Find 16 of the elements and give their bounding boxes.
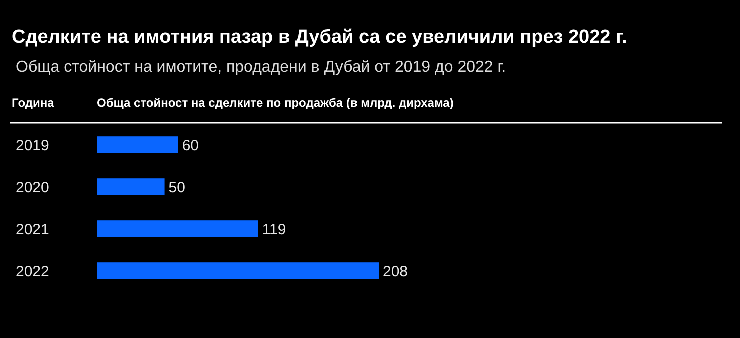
y-tick-label: 2020 bbox=[16, 179, 50, 196]
y-tick-label: 2019 bbox=[16, 137, 50, 154]
y-axis-title: Година bbox=[12, 96, 55, 110]
data-label: 50 bbox=[168, 179, 186, 196]
bar bbox=[97, 262, 379, 280]
data-label: 60 bbox=[182, 137, 200, 154]
data-label: 119 bbox=[262, 221, 286, 238]
chart-title: Сделките на имотния пазар в Дубай са се увеличили през 2022 г. bbox=[12, 27, 628, 48]
bar bbox=[97, 136, 178, 154]
y-tick-label: 2021 bbox=[16, 221, 50, 238]
bar bbox=[97, 220, 258, 238]
data-label: 208 bbox=[383, 263, 408, 280]
bar bbox=[97, 178, 165, 196]
chart-subtitle: Обща стойност на имотите, продадени в Дубай от 2019 до 2022 г. bbox=[16, 59, 506, 76]
y-tick-label: 2022 bbox=[16, 263, 50, 280]
x-axis-title: Обща стойност на сделките по продажба (в млрд. дирхама) bbox=[97, 96, 454, 110]
